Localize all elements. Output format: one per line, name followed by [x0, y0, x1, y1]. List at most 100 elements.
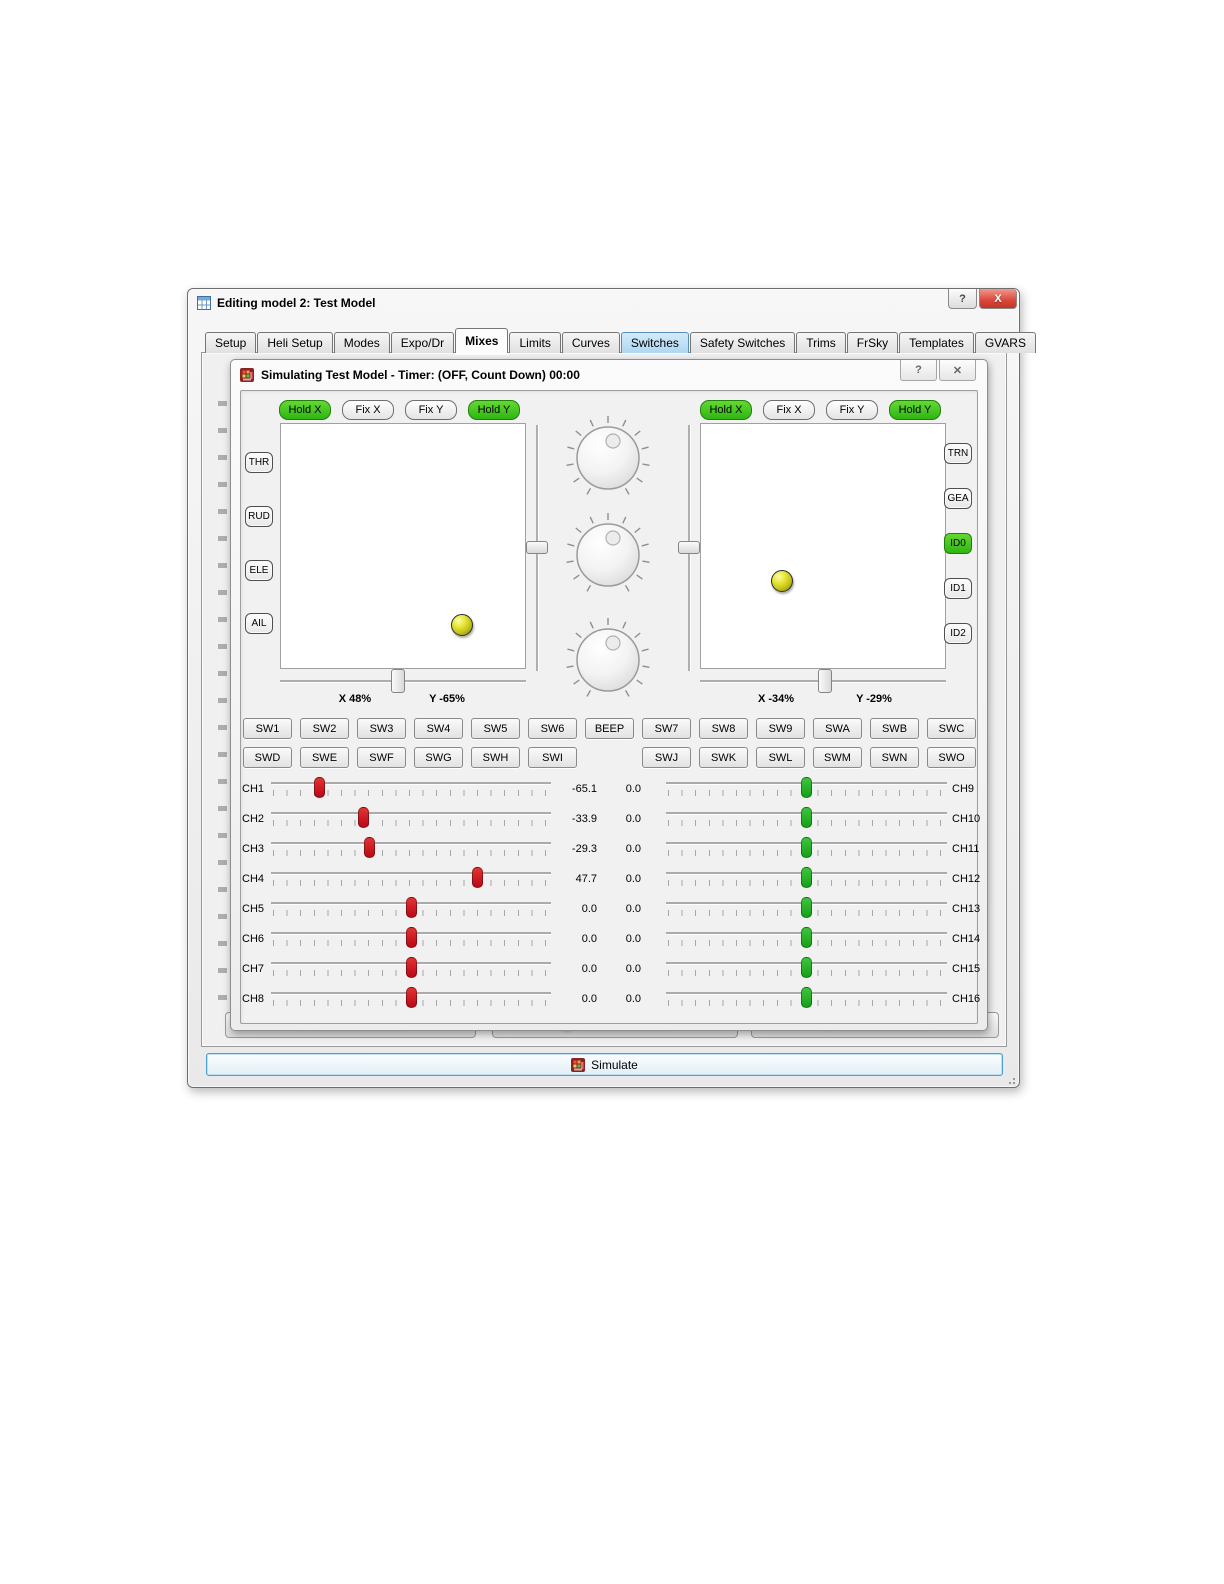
switch-button[interactable]: SWO — [927, 747, 976, 768]
channel-output-slider[interactable] — [271, 896, 551, 922]
trim-source-button[interactable]: THR — [245, 452, 273, 473]
channel-handle[interactable] — [405, 987, 417, 1008]
right-horizontal-slider[interactable] — [700, 668, 946, 696]
pot-knob-3[interactable] — [562, 614, 654, 706]
model-tab[interactable]: Modes — [333, 332, 390, 353]
model-tab[interactable]: Switches — [620, 332, 689, 353]
switch-button[interactable]: SWH — [471, 747, 520, 768]
switch-position-button[interactable]: TRN — [944, 443, 972, 464]
channel-output-slider[interactable] — [666, 986, 947, 1012]
window-help-button[interactable]: ? — [948, 289, 977, 309]
channel-output-slider[interactable] — [271, 806, 551, 832]
model-tab[interactable]: Heli Setup — [257, 332, 333, 353]
switch-button[interactable]: SWE — [300, 747, 349, 768]
channel-handle[interactable] — [358, 807, 370, 828]
channel-handle[interactable] — [364, 837, 376, 858]
channel-output-slider[interactable] — [666, 836, 947, 862]
channel-handle[interactable] — [472, 867, 484, 888]
switch-button[interactable]: SWM — [813, 747, 862, 768]
switch-button[interactable]: SWK — [699, 747, 748, 768]
switch-position-button[interactable]: ID0 — [944, 533, 972, 554]
model-tab[interactable]: Limits — [509, 332, 561, 353]
switch-position-button[interactable]: ID1 — [944, 578, 972, 599]
hold-fix-button[interactable]: Fix Y — [826, 400, 878, 420]
resize-grip[interactable] — [1005, 1074, 1015, 1084]
switch-button[interactable]: SWA — [813, 718, 862, 739]
channel-output-slider[interactable] — [271, 776, 551, 802]
switch-button[interactable]: SW3 — [357, 718, 406, 739]
model-tab[interactable]: GVARS — [974, 332, 1036, 353]
switch-button[interactable]: SWC — [927, 718, 976, 739]
trim-source-button[interactable]: AIL — [245, 613, 273, 634]
hold-fix-button[interactable]: Hold X — [279, 400, 331, 420]
left-horizontal-slider[interactable] — [280, 668, 526, 696]
switch-button[interactable]: SWG — [414, 747, 463, 768]
trim-source-button[interactable]: RUD — [245, 506, 273, 527]
switch-button[interactable]: SWD — [243, 747, 292, 768]
switch-button[interactable]: SW9 — [756, 718, 805, 739]
switch-button[interactable]: SW8 — [699, 718, 748, 739]
model-tab[interactable]: Expo/Dr — [390, 332, 455, 353]
channel-output-slider[interactable] — [271, 866, 551, 892]
channel-output-slider[interactable] — [271, 926, 551, 952]
model-tab[interactable]: Setup — [205, 332, 257, 353]
channel-handle[interactable] — [801, 957, 812, 978]
channel-output-slider[interactable] — [666, 956, 947, 982]
hold-fix-button[interactable]: Hold Y — [889, 400, 941, 420]
left-stick-ball[interactable] — [450, 614, 473, 637]
hold-fix-button[interactable]: Fix X — [763, 400, 815, 420]
channel-output-slider[interactable] — [666, 776, 947, 802]
channel-output-slider[interactable] — [271, 986, 551, 1012]
model-tab[interactable]: Templates — [899, 332, 974, 353]
simulate-button[interactable]: Simulate — [206, 1053, 1003, 1076]
switch-button[interactable]: BEEP — [585, 718, 634, 739]
slider-handle[interactable] — [678, 541, 700, 554]
model-tab[interactable]: Mixes — [455, 328, 509, 353]
switch-position-button[interactable]: ID2 — [944, 623, 972, 644]
channel-handle[interactable] — [405, 897, 417, 918]
channel-handle[interactable] — [801, 987, 812, 1008]
channel-handle[interactable] — [314, 777, 326, 798]
simulator-dialog-titlebar[interactable]: Simulating Test Model - Timer: (OFF, Cou… — [231, 360, 987, 389]
right-stick-ball[interactable] — [770, 570, 793, 593]
switch-button[interactable]: SWI — [528, 747, 577, 768]
hold-fix-button[interactable]: Hold X — [700, 400, 752, 420]
right-stick-area[interactable] — [700, 423, 946, 669]
switch-button[interactable]: SWF — [357, 747, 406, 768]
switch-button[interactable]: SWN — [870, 747, 919, 768]
switch-button[interactable]: SW2 — [300, 718, 349, 739]
model-tab[interactable]: FrSky — [846, 332, 899, 353]
model-tab[interactable]: Trims — [796, 332, 846, 353]
switch-button[interactable]: SW4 — [414, 718, 463, 739]
window-close-button[interactable]: X — [979, 289, 1017, 309]
dialog-close-button[interactable]: ✕ — [939, 360, 976, 381]
channel-handle[interactable] — [801, 777, 812, 798]
channel-handle[interactable] — [801, 927, 812, 948]
pot-knob-2[interactable] — [562, 509, 654, 601]
switch-button[interactable]: SW5 — [471, 718, 520, 739]
model-tab[interactable]: Curves — [561, 332, 620, 353]
hold-fix-button[interactable]: Hold Y — [468, 400, 520, 420]
switch-button[interactable]: SW1 — [243, 718, 292, 739]
right-pot-slider[interactable] — [677, 425, 701, 671]
slider-handle[interactable] — [526, 541, 548, 554]
channel-output-slider[interactable] — [666, 806, 947, 832]
dialog-help-button[interactable]: ? — [900, 360, 937, 381]
hold-fix-button[interactable]: Fix Y — [405, 400, 457, 420]
channel-output-slider[interactable] — [666, 866, 947, 892]
switch-button[interactable]: SWB — [870, 718, 919, 739]
channel-handle[interactable] — [801, 837, 812, 858]
switch-button[interactable]: SWJ — [642, 747, 691, 768]
switch-button[interactable]: SWL — [756, 747, 805, 768]
pot-knob-1[interactable] — [562, 412, 654, 504]
channel-handle[interactable] — [801, 807, 812, 828]
slider-handle[interactable] — [818, 669, 833, 693]
switch-position-button[interactable]: GEA — [944, 488, 972, 509]
hold-fix-button[interactable]: Fix X — [342, 400, 394, 420]
trim-source-button[interactable]: ELE — [245, 560, 273, 581]
window-titlebar[interactable]: Editing model 2: Test Model ? X — [188, 289, 1019, 317]
left-pot-slider[interactable] — [525, 425, 549, 671]
model-tab[interactable]: Safety Switches — [689, 332, 796, 353]
channel-handle[interactable] — [801, 897, 812, 918]
channel-output-slider[interactable] — [666, 926, 947, 952]
